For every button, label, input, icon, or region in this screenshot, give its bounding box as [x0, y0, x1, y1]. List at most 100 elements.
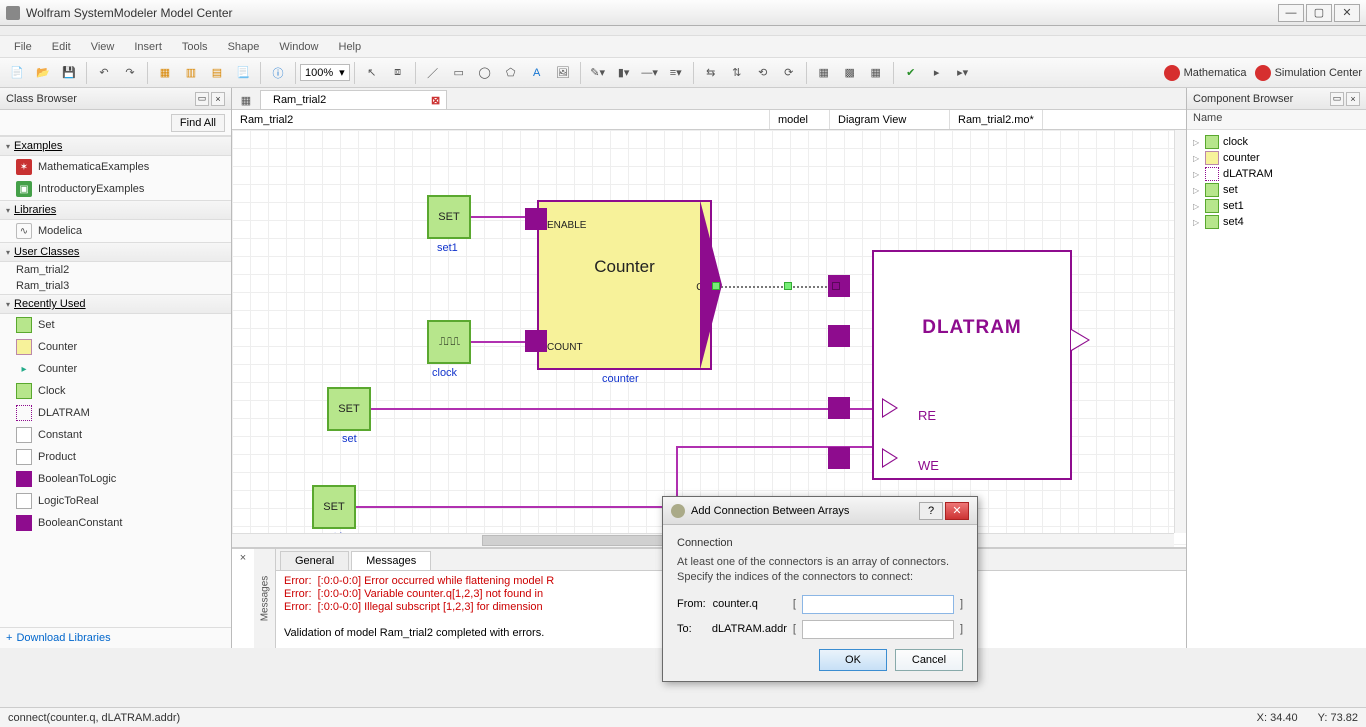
- dialog-close-button[interactable]: ✕: [945, 502, 969, 520]
- list-item[interactable]: Set: [0, 314, 231, 336]
- tab-messages[interactable]: Messages: [351, 551, 431, 570]
- download-libraries-link[interactable]: +Download Libraries: [0, 627, 231, 648]
- view2-icon[interactable]: ▥: [178, 61, 204, 85]
- block-counter[interactable]: Counter ENABLE COUNT Q: [537, 200, 712, 370]
- block-set4[interactable]: SET: [312, 485, 356, 529]
- open-icon[interactable]: 📂: [30, 61, 56, 85]
- rotl-icon[interactable]: ⟲: [750, 61, 776, 85]
- dialog-titlebar[interactable]: Add Connection Between Arrays ? ✕: [663, 497, 977, 525]
- find-all-button[interactable]: Find All: [171, 114, 225, 132]
- tree-item[interactable]: ▷dLATRAM: [1189, 166, 1364, 182]
- text-tool-icon[interactable]: A: [524, 61, 550, 85]
- line-tool-icon[interactable]: ／: [420, 61, 446, 85]
- tree-item[interactable]: ▷set4: [1189, 214, 1364, 230]
- ellipse-tool-icon[interactable]: ◯: [472, 61, 498, 85]
- tree-item[interactable]: ▷set: [1189, 182, 1364, 198]
- port-count[interactable]: [525, 330, 547, 352]
- tree-item[interactable]: ▷set1: [1189, 198, 1364, 214]
- fill-color-icon[interactable]: ▮▾: [611, 61, 637, 85]
- section-recently-used[interactable]: ▾Recently Used: [0, 294, 231, 314]
- play-more-icon[interactable]: ▸▾: [950, 61, 976, 85]
- list-item[interactable]: BooleanToLogic: [0, 468, 231, 490]
- list-item[interactable]: Product: [0, 446, 231, 468]
- grid-icon[interactable]: ▦: [232, 94, 260, 109]
- vscrollbar[interactable]: [1174, 130, 1186, 533]
- tree-item[interactable]: ▷clock: [1189, 134, 1364, 150]
- pointer-icon[interactable]: ↖: [359, 61, 385, 85]
- list-item[interactable]: ✶MathematicaExamples: [0, 156, 231, 178]
- grid3-icon[interactable]: ▦: [863, 61, 889, 85]
- menu-shape[interactable]: Shape: [218, 39, 270, 55]
- port-q[interactable]: [712, 282, 720, 290]
- undo-icon[interactable]: ↶: [91, 61, 117, 85]
- menu-tools[interactable]: Tools: [172, 39, 218, 55]
- new-icon[interactable]: 📄: [4, 61, 30, 85]
- list-item[interactable]: Ram_trial3: [0, 278, 231, 294]
- close-tab-icon[interactable]: ⊠: [431, 94, 440, 107]
- block-clock[interactable]: ⎍⎍⎍: [427, 320, 471, 364]
- close-panel-icon[interactable]: ×: [1346, 92, 1360, 106]
- section-user-classes[interactable]: ▾User Classes: [0, 242, 231, 262]
- undock-icon[interactable]: ▭: [195, 92, 209, 106]
- list-item[interactable]: ▣IntroductoryExamples: [0, 178, 231, 200]
- section-libraries[interactable]: ▾Libraries: [0, 200, 231, 220]
- diagram-canvas[interactable]: SET set1 ⎍⎍⎍ clock SET set SET set4 Coun…: [232, 130, 1186, 548]
- doc-icon[interactable]: 📃: [230, 61, 256, 85]
- image-tool-icon[interactable]: 🖼: [550, 61, 576, 85]
- cancel-button[interactable]: Cancel: [895, 649, 963, 671]
- block-dlatram[interactable]: DLATRAM RE WE: [872, 250, 1072, 480]
- menu-view[interactable]: View: [81, 39, 125, 55]
- list-item[interactable]: BooleanConstant: [0, 512, 231, 534]
- list-item[interactable]: Ram_trial2: [0, 262, 231, 278]
- rotr-icon[interactable]: ⟳: [776, 61, 802, 85]
- list-item[interactable]: ▸Counter: [0, 358, 231, 380]
- conn-handle[interactable]: [784, 282, 792, 290]
- redo-icon[interactable]: ↷: [117, 61, 143, 85]
- grid2-icon[interactable]: ▩: [837, 61, 863, 85]
- port-re[interactable]: [828, 397, 850, 419]
- play-icon[interactable]: ▸: [924, 61, 950, 85]
- menu-window[interactable]: Window: [269, 39, 328, 55]
- rect-tool-icon[interactable]: ▭: [446, 61, 472, 85]
- maximize-button[interactable]: ▢: [1306, 4, 1332, 22]
- tree-item[interactable]: ▷counter: [1189, 150, 1364, 166]
- port-addr-sel[interactable]: [832, 282, 840, 290]
- menu-edit[interactable]: Edit: [42, 39, 81, 55]
- undock-icon[interactable]: ▭: [1330, 92, 1344, 106]
- port-data[interactable]: [828, 325, 850, 347]
- close-button[interactable]: ✕: [1334, 4, 1360, 22]
- block-set[interactable]: SET: [327, 387, 371, 431]
- tab-model[interactable]: Ram_trial2⊠: [260, 90, 447, 109]
- port-we[interactable]: [828, 447, 850, 469]
- list-item[interactable]: LogicToReal: [0, 490, 231, 512]
- save-icon[interactable]: 💾: [56, 61, 82, 85]
- dialog-help-button[interactable]: ?: [919, 502, 943, 520]
- menu-file[interactable]: File: [4, 39, 42, 55]
- zoom-combo[interactable]: 100%▾: [300, 64, 350, 81]
- fliph-icon[interactable]: ⇆: [698, 61, 724, 85]
- tab-general[interactable]: General: [280, 551, 349, 570]
- menu-help[interactable]: Help: [329, 39, 372, 55]
- list-item[interactable]: ∿Modelica: [0, 220, 231, 242]
- select-rect-icon[interactable]: ⧈: [385, 61, 411, 85]
- stroke-color-icon[interactable]: ✎▾: [585, 61, 611, 85]
- list-item[interactable]: Clock: [0, 380, 231, 402]
- ok-button[interactable]: OK: [819, 649, 887, 671]
- to-index-input[interactable]: [802, 620, 954, 639]
- section-examples[interactable]: ▾Examples: [0, 136, 231, 156]
- list-item[interactable]: DLATRAM: [0, 402, 231, 424]
- view3-icon[interactable]: ▤: [204, 61, 230, 85]
- list-item[interactable]: Counter: [0, 336, 231, 358]
- simulation-center-link[interactable]: Simulation Center: [1255, 65, 1362, 81]
- minimize-button[interactable]: —: [1278, 4, 1304, 22]
- view1-icon[interactable]: ▦: [152, 61, 178, 85]
- grid1-icon[interactable]: ▦: [811, 61, 837, 85]
- close-panel-icon[interactable]: ×: [211, 92, 225, 106]
- block-set1[interactable]: SET: [427, 195, 471, 239]
- list-item[interactable]: Constant: [0, 424, 231, 446]
- from-index-input[interactable]: [802, 595, 954, 614]
- flipv-icon[interactable]: ⇅: [724, 61, 750, 85]
- menu-insert[interactable]: Insert: [124, 39, 172, 55]
- poly-tool-icon[interactable]: ⬠: [498, 61, 524, 85]
- close-messages-icon[interactable]: ×: [232, 549, 254, 648]
